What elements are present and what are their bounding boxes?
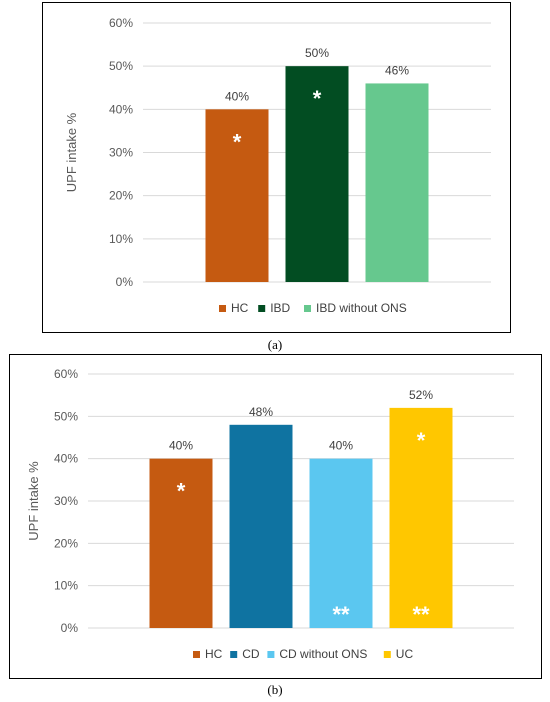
chart-b-legend-swatch <box>230 651 238 658</box>
chart-a-legend-swatch <box>304 305 311 312</box>
chart-a-legend-label: IBD <box>270 301 290 315</box>
chart-b-ytick-label: 0% <box>61 621 79 635</box>
chart-a-data-label: 40% <box>225 89 249 103</box>
chart-b-legend-label: CD <box>242 647 260 661</box>
panel-caption-a: (a) <box>0 337 550 353</box>
chart-a-significance-marker: * <box>313 86 322 111</box>
chart-b-ytick-label: 30% <box>54 494 78 508</box>
chart-a-data-label: 46% <box>385 63 409 77</box>
chart-a-legend-label: HC <box>231 301 249 315</box>
chart-a-ytick-label: 0% <box>116 275 134 289</box>
chart-a-bar-ibd <box>285 66 349 282</box>
chart-b-legend-label: HC <box>205 647 223 661</box>
chart-a-y-axis-label: UPF intake % <box>64 112 79 192</box>
chart-panel-b: 0% 10% 20% 30% 40% 50% 60% UPF intake % 40% 48% 40… <box>9 354 542 679</box>
chart-b-ytick-label: 60% <box>54 367 78 381</box>
chart-a-significance-marker: * <box>233 129 242 154</box>
chart-b-significance-marker: * <box>417 428 426 453</box>
chart-a-bar-ibd-without-ons <box>365 83 429 282</box>
chart-b-y-axis-label: UPF intake % <box>26 461 41 541</box>
bar-chart-a: 0% 10% 20% 30% 40% 50% 60% UPF intake % 40% 50% 46… <box>64 16 491 315</box>
chart-b-legend-label: CD without ONS <box>279 647 367 661</box>
chart-b-significance-marker: * <box>177 479 186 504</box>
chart-b-significance-marker: ** <box>332 602 350 627</box>
chart-b-data-label: 52% <box>409 388 433 402</box>
chart-b-legend-label: UC <box>396 647 414 661</box>
chart-a-ytick-label: 30% <box>109 146 133 160</box>
bar-chart-b: 0% 10% 20% 30% 40% 50% 60% UPF intake % 40% 48% 40… <box>26 367 514 661</box>
chart-b-legend-swatch <box>267 651 275 658</box>
chart-b-legend-swatch <box>383 651 391 658</box>
chart-a-ytick-label: 10% <box>109 232 133 246</box>
panel-caption-b: (b) <box>0 682 550 698</box>
chart-b-ytick-label: 50% <box>54 409 78 423</box>
chart-b-legend-swatch <box>193 651 200 658</box>
chart-b-ytick-label: 20% <box>54 536 78 550</box>
chart-b-bar-cd <box>229 424 293 628</box>
chart-b-bar-cd-without-ons <box>309 458 373 628</box>
chart-panel-a: 0% 10% 20% 30% 40% 50% 60% UPF intake % 40% 50% 46… <box>42 2 511 333</box>
panel-caption-a-text: (a) <box>267 337 283 352</box>
chart-a-bar-hc <box>205 109 269 282</box>
panel-caption-b-text: (b) <box>267 682 283 697</box>
chart-b-ytick-label: 10% <box>54 579 78 593</box>
chart-b-bar-uc <box>389 407 453 628</box>
chart-a-legend-swatch <box>258 305 266 312</box>
chart-b-data-label: 40% <box>329 439 353 453</box>
chart-a-ytick-label: 40% <box>109 102 133 116</box>
chart-b-bar-hc <box>149 458 213 628</box>
chart-a-ytick-label: 20% <box>109 189 133 203</box>
chart-a-ytick-label: 50% <box>109 59 133 73</box>
chart-a-legend-label: IBD without ONS <box>316 301 407 315</box>
chart-b-data-label: 40% <box>169 439 193 453</box>
chart-a-legend-swatch <box>219 305 226 312</box>
chart-a-data-label: 50% <box>305 46 329 60</box>
chart-a-ytick-label: 60% <box>109 16 133 30</box>
chart-b-significance-marker: ** <box>412 602 430 627</box>
chart-b-data-label: 48% <box>249 405 273 419</box>
chart-b-ytick-label: 40% <box>54 452 78 466</box>
